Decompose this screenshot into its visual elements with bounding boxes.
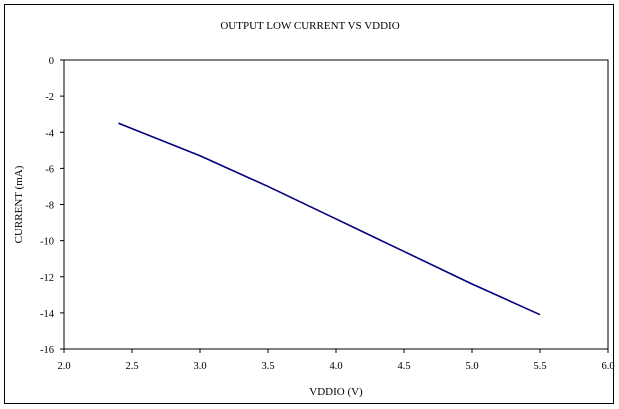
x-tick-label: 2.5 — [125, 361, 138, 372]
y-axis-label: CURRENT (mA) — [13, 165, 25, 243]
x-tick-label: 4.0 — [329, 361, 342, 372]
x-tick-label: 2.0 — [57, 361, 70, 372]
x-axis-label: VDDIO (V) — [309, 386, 363, 398]
x-axis-ticks — [63, 349, 609, 353]
x-tick-label: 3.0 — [193, 361, 206, 372]
x-axis-tick-labels: 2.0 2.5 3.0 3.5 4.0 4.5 5.0 5.5 6.0 — [57, 361, 614, 372]
y-tick-label: -14 — [40, 309, 55, 320]
series-line — [118, 122, 541, 316]
y-tick-label: -16 — [40, 345, 54, 356]
y-tick-label: 0 — [49, 56, 54, 67]
x-tick-label: 4.5 — [397, 361, 410, 372]
y-tick-label: -12 — [40, 273, 54, 284]
y-axis-ticks — [60, 59, 64, 350]
y-tick-label: -10 — [40, 237, 54, 248]
y-tick-label: -6 — [45, 164, 54, 175]
series-group — [118, 122, 541, 316]
chart-title: OUTPUT LOW CURRENT VS VDDIO — [220, 20, 399, 32]
chart-frame: OUTPUT LOW CURRENT VS VDDIO 2.0 2.5 3.0 3.5… — [4, 4, 615, 404]
y-axis-tick-labels: 0 -2 -4 -6 -8 -10 -12 -14 -16 — [40, 56, 55, 356]
x-tick-label: 3.5 — [261, 361, 274, 372]
x-tick-label: 5.5 — [533, 361, 546, 372]
y-tick-label: -8 — [45, 201, 54, 212]
x-tick-label: 6.0 — [601, 361, 614, 372]
y-tick-label: -4 — [45, 128, 54, 139]
x-tick-label: 5.0 — [465, 361, 478, 372]
chart-svg: OUTPUT LOW CURRENT VS VDDIO 2.0 2.5 3.0 3.5… — [13, 20, 615, 398]
y-tick-label: -2 — [45, 92, 54, 103]
plot-area — [63, 59, 609, 350]
